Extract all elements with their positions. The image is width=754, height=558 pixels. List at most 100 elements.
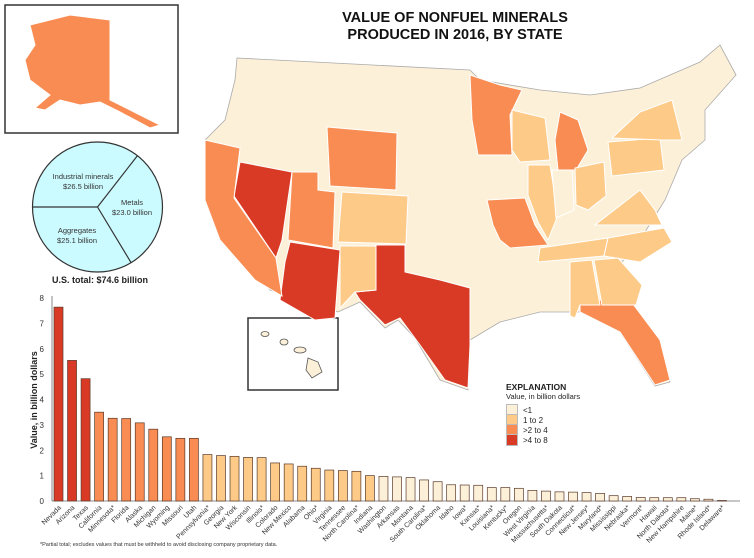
bar-connecticut	[568, 491, 578, 502]
bar-texas	[80, 378, 91, 502]
bar-south-carolina	[419, 479, 429, 502]
slice-value: $26.5 billion	[62, 182, 104, 191]
bar-idaho	[446, 484, 457, 502]
pie-chart	[31, 141, 164, 273]
map-title: VALUE OF NONFUEL MINERALS PRODUCED IN 20…	[300, 10, 610, 44]
bar-colorado	[270, 462, 280, 502]
bar-california	[94, 411, 104, 502]
bar-vermont	[635, 497, 646, 502]
legend-item: >2 to 4	[506, 424, 580, 436]
y-tick-label: 8	[40, 294, 45, 303]
bar-nebraska	[622, 496, 633, 502]
state-pennsylvania	[607, 137, 665, 177]
pie-total: U.S. total: $74.6 billion	[51, 275, 149, 285]
bar-new-mexico	[283, 463, 294, 502]
legend-label: >4 to 8	[523, 435, 548, 445]
legend-label: 1 to 2	[523, 415, 544, 425]
pie-slice-divider	[97, 155, 138, 208]
legend-title: EXPLANATION	[506, 382, 567, 392]
state-georgia	[593, 257, 643, 306]
bar-arizona	[67, 360, 77, 502]
bar-new-jersey	[581, 492, 592, 502]
legend-subtitle: Value, in billion dollars	[506, 392, 581, 401]
bar-west-virginia	[527, 489, 538, 502]
state-indiana	[551, 169, 575, 219]
state-colorado	[337, 191, 409, 245]
state-north-carolina	[603, 227, 673, 263]
slice-value: $23.0 billion	[111, 208, 153, 217]
bar-pennsylvania	[202, 454, 213, 502]
bar-maryland	[595, 493, 605, 502]
bar-south-dakota	[554, 491, 565, 502]
bar-kansas	[473, 484, 484, 502]
y-axis-label: Value, in billion dollars	[29, 351, 39, 449]
pie-slice-divider	[96, 206, 132, 263]
bar-wyoming	[161, 436, 172, 502]
slice-name: Industrial minerals	[52, 172, 114, 181]
bar-montana	[405, 477, 416, 502]
state-new-york	[610, 99, 683, 141]
pie-label-metals: Metals $23.0 billion	[106, 198, 158, 218]
y-tick-label: 2	[40, 446, 45, 455]
bar-kentucky	[500, 487, 511, 502]
state-hawaii	[260, 331, 323, 379]
bar-tennessee	[337, 470, 348, 502]
state-illinois	[527, 164, 559, 242]
bar-alabama	[297, 465, 308, 502]
bar-new-york	[229, 455, 240, 502]
bar-iowa	[459, 484, 470, 502]
bar-north-dakota	[662, 497, 673, 502]
bar-missouri	[175, 437, 186, 502]
pie-label-aggregates: Aggregates $25.1 billion	[42, 226, 112, 246]
state-ohio	[574, 161, 607, 211]
state-florida	[579, 299, 671, 386]
bar-washington	[378, 476, 389, 502]
state-wyoming	[326, 126, 398, 191]
y-tick-label: 4	[40, 396, 45, 405]
state-alabama	[569, 259, 601, 319]
y-tick-label: 3	[40, 421, 45, 430]
bar-north-carolina	[351, 470, 362, 502]
state-new-mexico	[339, 245, 377, 310]
bar-mississippi	[608, 495, 619, 502]
state-missouri	[486, 197, 549, 249]
y-tick-label: 6	[40, 345, 45, 354]
bar-arkansas	[392, 476, 402, 502]
bar-alaska	[134, 422, 145, 502]
legend-swatch	[506, 434, 518, 446]
bar-louisiana	[486, 487, 497, 502]
legend-item: >4 to 8	[506, 434, 580, 446]
y-tick-label: 7	[40, 319, 45, 328]
legend-label: >2 to 4	[523, 425, 548, 435]
state-virginia	[593, 189, 663, 226]
slice-value: $25.1 billion	[56, 236, 98, 245]
footnote: *Partial total; excludes values that mus…	[40, 542, 278, 548]
bar-new-hampshire	[676, 497, 687, 502]
state-california	[204, 139, 283, 297]
bar-oregon	[514, 487, 524, 502]
slice-name: Metals	[120, 198, 144, 207]
state-alaska	[24, 14, 162, 129]
state-wisconsin	[511, 109, 551, 163]
y-tick-label: 5	[40, 370, 45, 379]
pie-label-industrial-minerals: Industrial minerals $26.5 billion	[48, 172, 118, 192]
bar-wisconsin	[243, 457, 253, 502]
title-line-1: VALUE OF NONFUEL MINERALS	[342, 10, 568, 26]
bar-michigan	[148, 428, 159, 502]
bar-oklahoma	[432, 481, 443, 502]
state-minnesota	[469, 74, 523, 156]
hawaii-inset-frame	[247, 317, 339, 391]
bar-ohio	[310, 467, 321, 502]
legend-label: <1	[523, 405, 533, 415]
bar-massachusetts	[541, 490, 551, 502]
bar-hawaii	[649, 497, 660, 502]
state-texas	[354, 244, 471, 389]
bar-delaware	[717, 500, 727, 502]
bar-georgia	[216, 455, 226, 502]
bar-indiana	[365, 475, 375, 502]
bar-utah	[189, 437, 199, 502]
state-utah	[287, 171, 336, 249]
bar-rhode-island	[703, 498, 714, 502]
state-arizona	[279, 241, 341, 321]
